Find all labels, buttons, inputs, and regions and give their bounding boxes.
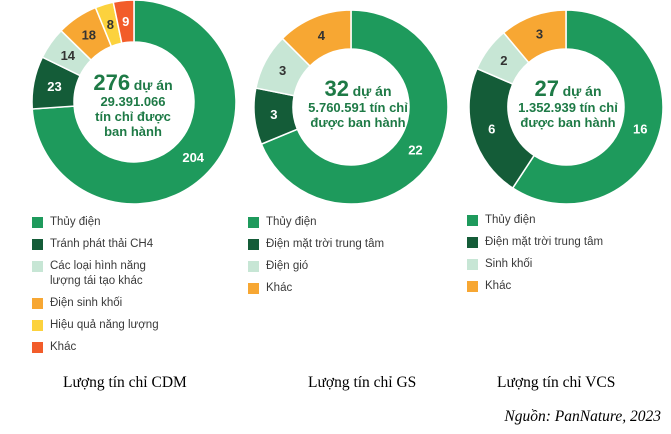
gs-project-unit: dự án — [352, 83, 392, 99]
legend-swatch-orange — [248, 283, 259, 294]
cdm-slice-label-0: 204 — [182, 150, 204, 165]
vcs-center-text: 27 dự án 1.352.939 tín chỉ được ban hành — [503, 76, 633, 131]
cdm-credits-value: 29.391.066 — [100, 94, 166, 109]
vcs-slice-label-2: 2 — [500, 53, 507, 68]
cdm-caption: Lượng tín chỉ CDM — [63, 374, 187, 391]
legend-item: Thủy điện — [248, 215, 418, 230]
legend-item: Khác — [32, 340, 172, 355]
gs-slice-label-3: 4 — [318, 28, 326, 43]
legend-swatch-light-green — [248, 261, 259, 272]
vcs-legend: Thủy điện Điện mặt trời trung tâm Sinh k… — [467, 213, 647, 294]
vcs-slice-label-1: 6 — [488, 122, 495, 137]
source-note: Nguồn: PanNature, 2023 — [504, 408, 661, 425]
gs-project-count: 32 — [324, 76, 349, 101]
gs-legend: Thủy điện Điện mặt trời trung tâm Điện g… — [248, 215, 418, 296]
vcs-slice-3 — [502, 9, 567, 64]
legend-swatch-dark-green — [248, 239, 259, 250]
legend-label: Thủy điện — [50, 216, 101, 228]
gs-slice-label-2: 3 — [279, 63, 286, 78]
gs-slice-3 — [281, 9, 352, 68]
vcs-project-unit: dự án — [562, 83, 602, 99]
cdm-slice-label-1: 23 — [47, 79, 61, 94]
legend-label: Điện sinh khối — [50, 297, 123, 309]
legend-label: Khác — [50, 341, 77, 353]
legend-item: Khác — [248, 281, 418, 296]
cdm-project-count: 276 — [93, 70, 131, 95]
legend-item: Hiệu quả năng lượng — [32, 318, 172, 333]
legend-label: Sinh khối — [485, 258, 533, 270]
gs-slice-label-1: 3 — [270, 107, 277, 122]
gs-caption: Lượng tín chỉ GS — [308, 374, 417, 391]
legend-label: Các loại hình năng lượng tái tạo khác — [50, 260, 146, 287]
gs-slice-0 — [260, 9, 449, 205]
legend-swatch-green — [248, 217, 259, 228]
legend-label: Thủy điện — [266, 216, 317, 228]
vcs-project-count: 27 — [534, 76, 559, 101]
cdm-slice-0 — [31, 0, 237, 205]
legend-item: Điện gió — [248, 259, 418, 274]
legend-swatch-orange — [467, 281, 478, 292]
legend-label: Điện gió — [266, 260, 309, 272]
legend-label: Điện mặt trời trung tâm — [485, 236, 604, 248]
gs-slice-label-0: 22 — [408, 143, 422, 158]
gs-credits-value: 5.760.591 tín chỉ — [308, 100, 408, 115]
legend-item: Khác — [467, 279, 647, 294]
cdm-credits-line4: ban hành — [104, 124, 162, 139]
legend-label: Hiệu quả năng lượng — [50, 319, 159, 331]
legend-label: Khác — [266, 282, 293, 294]
cdm-slice-label-2: 14 — [61, 48, 76, 63]
legend-label: Thủy điện — [485, 214, 536, 226]
legend-item: Thủy điện — [32, 215, 172, 230]
legend-item: Sinh khối — [467, 257, 647, 272]
legend-swatch-yellow — [32, 320, 43, 331]
legend-item: Tránh phát thải CH4 — [32, 237, 172, 252]
vcs-slice-label-3: 3 — [536, 27, 543, 42]
cdm-slice-5 — [112, 0, 135, 45]
vcs-caption: Lượng tín chỉ VCS — [497, 374, 616, 391]
cdm-slice-label-5: 9 — [122, 14, 129, 29]
legend-swatch-light-green — [32, 261, 43, 272]
legend-swatch-dark-green — [32, 239, 43, 250]
legend-item: Điện mặt trời trung tâm — [467, 235, 647, 250]
cdm-credits-line3: tín chỉ được — [95, 109, 171, 124]
vcs-slice-label-0: 16 — [633, 122, 647, 137]
legend-swatch-red — [32, 342, 43, 353]
legend-label: Tránh phát thải CH4 — [50, 238, 154, 250]
cdm-slice-label-3: 18 — [82, 27, 96, 42]
legend-item: Các loại hình năng lượng tái tạo khác — [32, 259, 172, 289]
legend-item: Điện mặt trời trung tâm — [248, 237, 418, 252]
vcs-credits-value: 1.352.939 tín chỉ — [518, 100, 618, 115]
legend-item: Điện sinh khối — [32, 296, 172, 311]
vcs-credits-line3: được ban hành — [520, 115, 616, 130]
legend-swatch-orange — [32, 298, 43, 309]
gs-credits-line3: được ban hành — [310, 115, 406, 130]
legend-swatch-light-green — [467, 259, 478, 270]
cdm-legend: Thủy điện Tránh phát thải CH4 Các loại h… — [32, 215, 172, 355]
legend-label: Điện mặt trời trung tâm — [266, 238, 385, 250]
legend-label: Khác — [485, 280, 512, 292]
legend-swatch-green — [32, 217, 43, 228]
legend-swatch-dark-green — [467, 237, 478, 248]
cdm-slice-label-4: 8 — [107, 17, 114, 32]
cdm-center-text: 276 dự án 29.391.066 tín chỉ được ban hà… — [78, 70, 188, 140]
vcs-slice-0 — [511, 9, 664, 205]
legend-swatch-green — [467, 215, 478, 226]
legend-item: Thủy điện — [467, 213, 647, 228]
cdm-project-unit: dự án — [133, 77, 173, 93]
gs-center-text: 32 dự án 5.760.591 tín chỉ được ban hành — [293, 76, 423, 131]
